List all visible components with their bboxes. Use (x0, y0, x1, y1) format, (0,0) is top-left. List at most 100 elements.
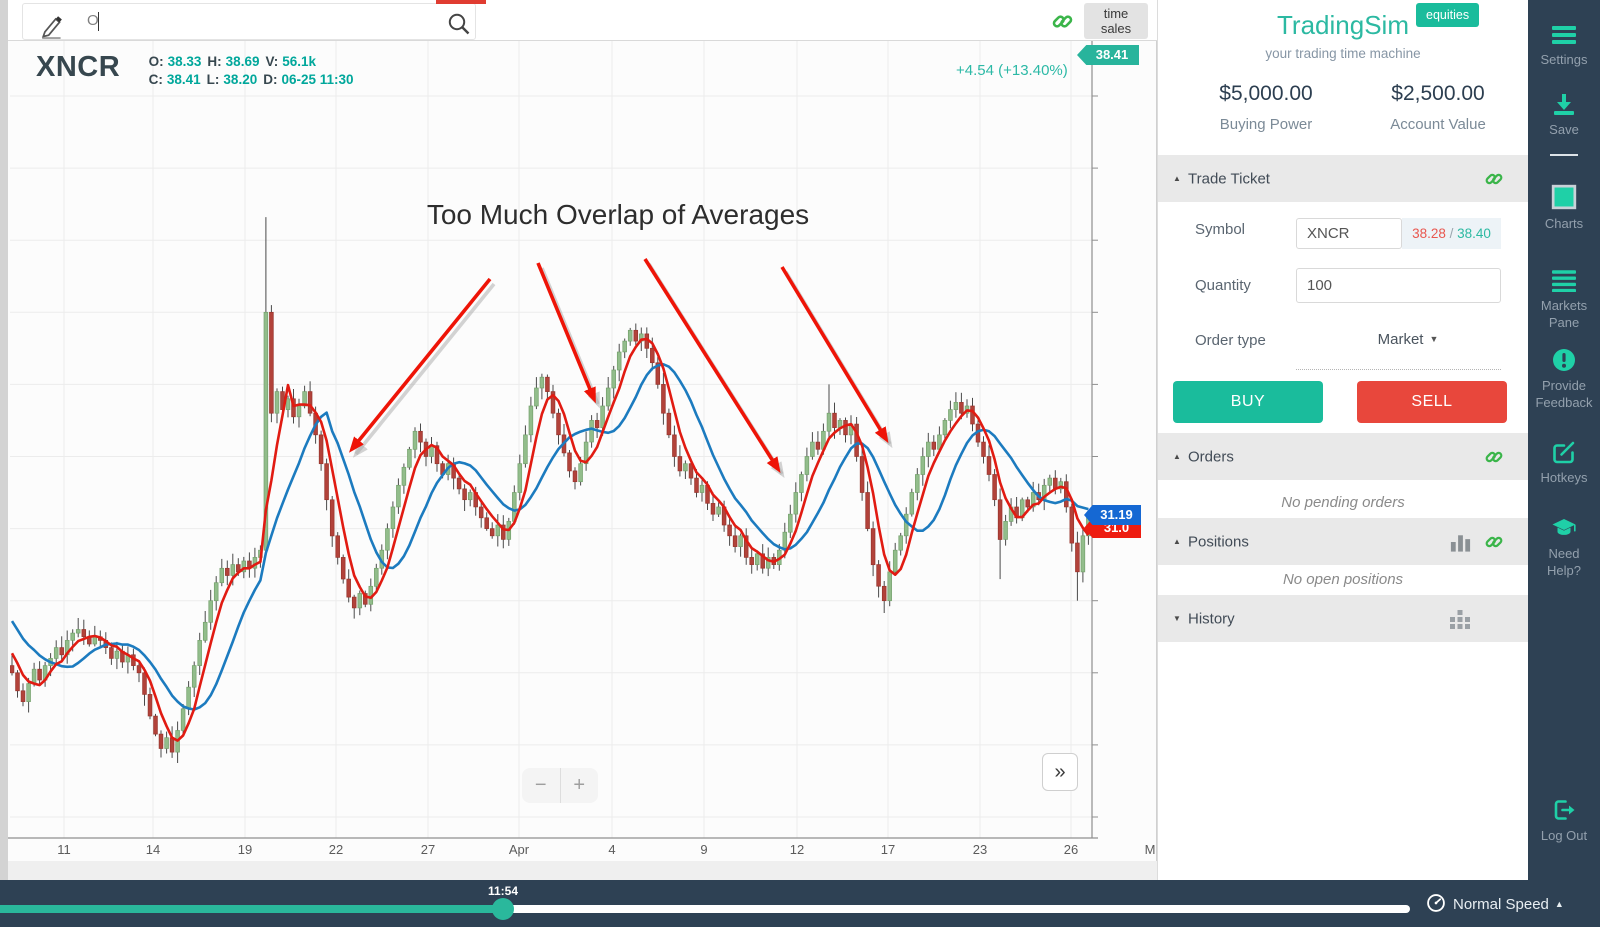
candles-layer (10, 217, 1091, 763)
playback-progress-fill[interactable] (0, 905, 503, 913)
toolbar-item-label: Need (1548, 546, 1580, 561)
ohlc-value: 38.20 (223, 72, 258, 87)
right-toolbar: Settings Save Charts Markets Pane Provide Feed… (1528, 0, 1600, 927)
quantity-field[interactable] (1296, 268, 1501, 303)
playback-time: 11:54 (487, 884, 519, 898)
toolbar-item-label: Settings (1540, 52, 1588, 67)
account-value-value: $2,500.00 (1391, 82, 1485, 105)
x-axis-tick-label: 11 (57, 842, 71, 857)
speed-control[interactable]: Normal Speed ▲ (1426, 893, 1564, 915)
positions-empty-note: No open positions (1282, 571, 1404, 588)
toolbar-item-hotkeys[interactable]: Hotkeys (1528, 440, 1600, 486)
ohlc-label: C: (148, 72, 163, 87)
change-readout: +4.54 (+13.40%) (956, 62, 1068, 79)
time-sales-line: time (1103, 6, 1129, 21)
help-icon (1552, 516, 1576, 540)
buying-power-label: Buying Power (1219, 116, 1313, 133)
symbol-label: Symbol (1195, 221, 1246, 238)
toolbar-item-charts[interactable]: Charts (1528, 184, 1600, 232)
time-sales-line: sales (1100, 21, 1132, 36)
link-icon[interactable] (1052, 11, 1073, 32)
expand-triangle-icon: ▼ (1173, 613, 1181, 623)
orders-header[interactable]: ▲ Orders (1158, 433, 1528, 480)
history-title: History (1188, 610, 1235, 627)
logout-icon (1552, 798, 1576, 822)
collapse-triangle-icon: ▲ (1173, 536, 1181, 546)
chart-symbol: XNCR (36, 51, 121, 83)
pencil-icon (40, 13, 66, 39)
buying-power-value: $5,000.00 (1219, 82, 1313, 105)
zoom-out-button[interactable]: − (522, 768, 560, 803)
trade-ticket-header[interactable]: ▲ Trade Ticket (1158, 155, 1528, 202)
x-axis-tick-label: 9 (700, 842, 708, 857)
left-gutter (0, 0, 8, 880)
toolbar-item-label: Save (1549, 122, 1579, 137)
link-icon[interactable] (1485, 533, 1503, 551)
bid-ask-readout: 38.28 / 38.40 (1402, 218, 1501, 249)
buying-power-block: $5,000.00 Buying Power (1186, 82, 1346, 133)
toolbar-item-provide-feedback[interactable]: Provide Feedback (1528, 348, 1600, 411)
toolbar-item-settings[interactable]: Settings (1528, 22, 1600, 68)
toolbar-item-label: Log Out (1540, 828, 1588, 843)
positions-header[interactable]: ▲ Positions (1158, 518, 1528, 565)
playback-slider-handle[interactable] (492, 898, 514, 920)
quantity-label: Quantity (1195, 277, 1251, 294)
toolbar-item-save[interactable]: Save (1528, 92, 1600, 138)
candlestick-chart[interactable] (8, 41, 1157, 880)
symbol-search-box[interactable]: O (22, 3, 476, 40)
x-axis-tick-label: 14 (145, 842, 161, 857)
ohlc-value: 38.33 (167, 54, 202, 69)
x-axis-tick-label: Apr (508, 842, 530, 857)
ohlc-label: L: (206, 72, 220, 87)
ohlc-value: 38.41 (166, 72, 201, 87)
zoom-in-button[interactable]: + (559, 768, 599, 803)
toolbar-divider (1550, 154, 1578, 156)
symbol-field[interactable] (1296, 218, 1402, 249)
toolbar-item-label: Pane (1548, 315, 1580, 330)
dotted-divider (1296, 369, 1501, 370)
menu-icon (1552, 22, 1576, 46)
brand-tagline: your trading time machine (1265, 46, 1421, 61)
history-header[interactable]: ▼ History (1158, 595, 1528, 642)
order-type-value: Market (1377, 331, 1424, 348)
hotkeys-icon (1552, 440, 1576, 464)
toolbar-item-log-out[interactable]: Log Out (1528, 798, 1600, 844)
toolbar-item-label: Feedback (1535, 395, 1593, 410)
charts-square-icon (1551, 184, 1577, 210)
red-accent-bar (436, 0, 486, 4)
link-icon[interactable] (1485, 448, 1503, 466)
save-icon (1552, 92, 1576, 116)
history-grid-icon (1449, 607, 1473, 631)
playback-track[interactable] (503, 905, 1410, 913)
ask-value: 38.40 (1457, 226, 1491, 241)
chevron-up-icon: ▲ (1554, 899, 1564, 909)
x-axis-tick-label: 23 (972, 842, 988, 857)
x-axis-tick-label: M (1144, 842, 1156, 857)
buy-button[interactable]: BUY (1173, 381, 1323, 423)
order-type-dropdown[interactable]: Market ▼ (1338, 331, 1478, 348)
zoom-control: − + (522, 768, 598, 803)
trading-sidebar: TradingSim your trading time machine equ… (1157, 0, 1528, 880)
ohlc-value: 38.69 (225, 54, 260, 69)
fast-forward-button[interactable]: » (1042, 753, 1078, 791)
x-axis-tick-label: 17 (880, 842, 896, 857)
ohlc-value: 56.1k (282, 54, 317, 69)
ohlc-label: H: (207, 54, 222, 69)
playback-bar: 11:54 Normal Speed ▲ (0, 880, 1600, 927)
equities-badge: equities (1416, 3, 1480, 27)
speed-label: Normal Speed (1453, 896, 1549, 913)
brand-title: TradingSim (1277, 10, 1409, 40)
ohlc-label: O: (148, 54, 164, 69)
time-sales-button[interactable]: time sales (1084, 3, 1148, 39)
search-input[interactable]: O (87, 12, 99, 29)
feedback-icon (1552, 348, 1576, 372)
ohlc-label: V: (265, 54, 279, 69)
x-axis-tick-label: 4 (608, 842, 616, 857)
account-value-label: Account Value (1390, 116, 1486, 133)
link-icon[interactable] (1485, 170, 1503, 188)
sell-button[interactable]: SELL (1357, 381, 1507, 423)
search-icon[interactable] (447, 12, 471, 36)
toolbar-item-label: Provide (1541, 378, 1587, 393)
toolbar-item-markets-pane[interactable]: Markets Pane (1528, 268, 1600, 331)
toolbar-item-need-help[interactable]: Need Help? (1528, 516, 1600, 579)
